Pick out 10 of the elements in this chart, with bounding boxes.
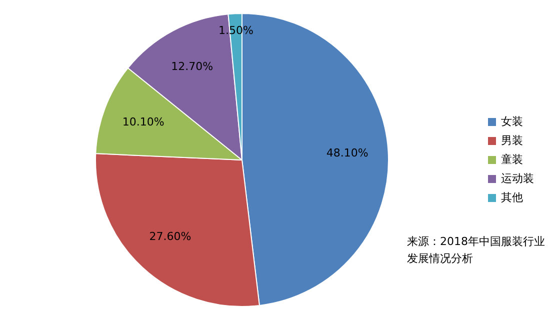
data-label: 48.10% xyxy=(326,146,368,160)
source-note: 来源：2018年中国服装行业发展情况分析 xyxy=(407,234,546,267)
data-label: 10.10% xyxy=(122,116,164,129)
legend-label: 运动装 xyxy=(501,171,534,187)
legend-label: 其他 xyxy=(501,190,523,206)
legend-label: 男装 xyxy=(501,133,523,149)
data-label: 27.60% xyxy=(149,230,192,244)
legend-label: 女装 xyxy=(501,114,523,130)
data-label: 12.70% xyxy=(171,60,214,73)
legend-label: 童装 xyxy=(501,152,523,168)
